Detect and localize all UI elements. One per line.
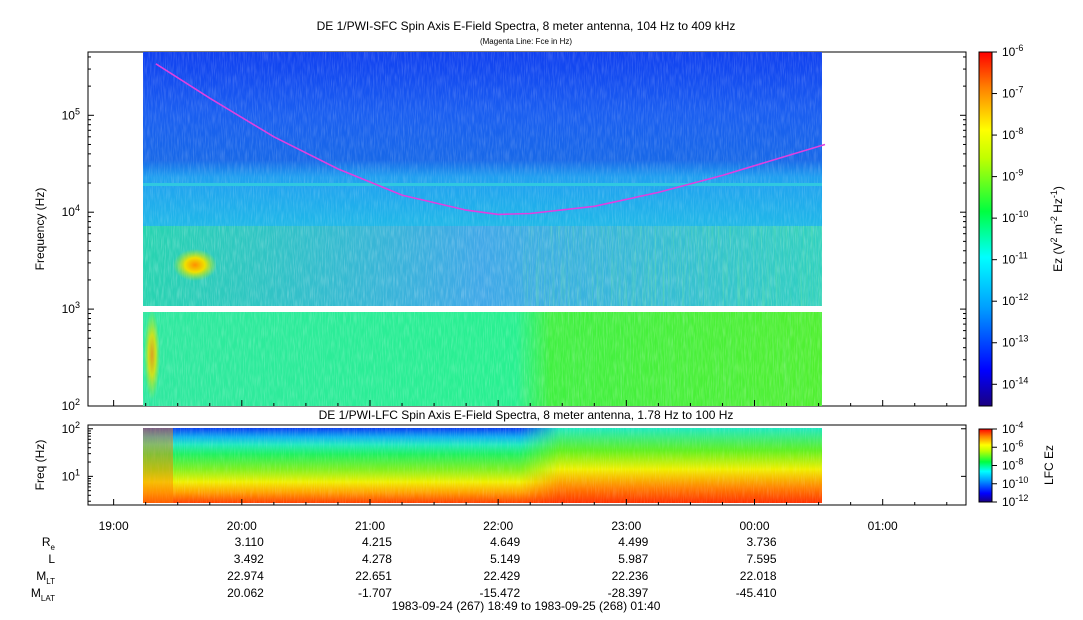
ephemeris-value: 4.278 xyxy=(362,552,392,566)
y-tick-label: 102 xyxy=(62,420,80,436)
sfc-colorbar-tick-label: 10-7 xyxy=(1002,85,1023,101)
y-tick-label: 105 xyxy=(62,106,80,122)
sfc-spectrogram-image xyxy=(143,52,822,406)
ephemeris-row-label: Re xyxy=(42,535,56,552)
ephemeris-value: 22.651 xyxy=(355,569,392,583)
sfc-colorbar-tick-label: 10-13 xyxy=(1002,334,1028,350)
ephemeris-value: 3.110 xyxy=(235,535,264,549)
sfc-colorbar-tick-label: 10-9 xyxy=(1002,168,1023,184)
sfc-spectrogram-panel: 102 103 104 105 Frequency (Hz) xyxy=(33,51,967,413)
time-axis: 19:00 20:00 21:00 22:00 23:00 00:00 01:00 xyxy=(99,400,948,533)
sfc-colorbar: 10-6 10-7 10-8 10-9 10-10 10-11 10-12 10-13 10-1… xyxy=(978,43,1065,407)
top-chart-title: DE 1/PWI-SFC Spin Axis E-Field Spectra, … xyxy=(317,19,736,33)
y-tick-label: 104 xyxy=(62,203,80,219)
time-tick-label: 01:00 xyxy=(868,519,898,533)
ephemeris-value: 4.499 xyxy=(618,535,648,549)
lfc-colorbar-gradient xyxy=(978,428,993,503)
ephemeris-row-label: MLAT xyxy=(31,586,55,603)
sfc-colorbar-gradient xyxy=(978,51,993,407)
ephemeris-value: -15.472 xyxy=(479,586,520,600)
y-tick-label: 103 xyxy=(62,300,80,316)
ephemeris-value: 3.492 xyxy=(234,552,264,566)
ephemeris-value: 5.987 xyxy=(618,552,648,566)
ephemeris-value: 22.429 xyxy=(483,569,520,583)
lfc-spectrogram-panel: 101 102 Freq (Hz) xyxy=(33,420,967,506)
sfc-colorbar-tick-label: 10-8 xyxy=(1002,126,1023,142)
lfc-colorbar-tick-label: 10-12 xyxy=(1002,493,1028,509)
time-tick-label: 21:00 xyxy=(355,519,385,533)
bottom-chart-title: DE 1/PWI-LFC Spin Axis E-Field Spectra, … xyxy=(319,408,734,422)
sfc-colorbar-tick-label: 10-6 xyxy=(1002,43,1023,59)
lfc-spectrogram-image xyxy=(143,428,822,503)
fce-magenta-line xyxy=(155,63,826,216)
time-tick-label: 00:00 xyxy=(739,519,769,533)
lfc-colorbar-label: LFC Ez xyxy=(1042,445,1056,485)
ephemeris-row-label: MLT xyxy=(36,569,55,586)
lfc-colorbar-tick-label: 10-6 xyxy=(1002,438,1023,454)
ephemeris-value: 3.736 xyxy=(746,535,776,549)
ephemeris-value: 4.215 xyxy=(362,535,392,549)
ephemeris-value: 5.149 xyxy=(490,552,520,566)
sfc-colorbar-tick-label: 10-12 xyxy=(1002,292,1028,308)
sfc-colorbar-label: Ez (V2 m-2 Hz-1) xyxy=(1049,186,1065,272)
ephemeris-value: 7.595 xyxy=(746,552,776,566)
ephemeris-value: 20.062 xyxy=(227,586,264,600)
y-tick-label: 102 xyxy=(62,397,80,413)
ephemeris-table: Re 3.110 4.215 4.649 4.499 3.736 L 3.492 4.278 5.… xyxy=(31,535,777,603)
y-tick-label: 101 xyxy=(62,467,80,483)
sfc-colorbar-tick-label: 10-10 xyxy=(1002,209,1028,225)
ephemeris-value: 22.018 xyxy=(740,569,777,583)
lfc-colorbar-ticks: 10-4 10-6 10-8 10-10 10-12 xyxy=(992,420,1028,509)
ephemeris-value: -1.707 xyxy=(358,586,392,600)
time-range-label: 1983-09-24 (267) 18:49 to 1983-09-25 (26… xyxy=(392,599,661,613)
lfc-y-axis: 101 102 xyxy=(62,420,966,502)
sfc-y-axis: 102 103 104 105 xyxy=(62,56,966,413)
ephemeris-value: -28.397 xyxy=(608,586,649,600)
sfc-y-axis-label: Frequency (Hz) xyxy=(33,188,47,271)
lfc-colorbar-tick-label: 10-4 xyxy=(1002,420,1023,436)
time-tick-label: 23:00 xyxy=(611,519,641,533)
sfc-colorbar-tick-label: 10-14 xyxy=(1002,375,1028,391)
lfc-colorbar-tick-label: 10-8 xyxy=(1002,457,1023,473)
sfc-colorbar-ticks: 10-6 10-7 10-8 10-9 10-10 10-11 10-12 10-13 10-1… xyxy=(992,43,1028,391)
time-tick-label: 20:00 xyxy=(227,519,257,533)
ephemeris-value: 22.236 xyxy=(612,569,649,583)
ephemeris-value: 4.649 xyxy=(490,535,520,549)
sfc-colorbar-tick-label: 10-11 xyxy=(1002,251,1028,267)
ephemeris-value: -45.410 xyxy=(736,586,777,600)
ephemeris-value: 22.974 xyxy=(227,569,264,583)
time-tick-label: 22:00 xyxy=(483,519,513,533)
lfc-colorbar-tick-label: 10-10 xyxy=(1002,475,1028,491)
lfc-colorbar: 10-4 10-6 10-8 10-10 10-12 LFC Ez xyxy=(978,420,1056,509)
time-tick-label: 19:00 xyxy=(99,519,129,533)
top-chart-subtitle: (Magenta Line: Fce in Hz) xyxy=(480,37,572,46)
lfc-y-axis-label: Freq (Hz) xyxy=(33,440,47,491)
ephemeris-row-label: L xyxy=(48,552,55,566)
